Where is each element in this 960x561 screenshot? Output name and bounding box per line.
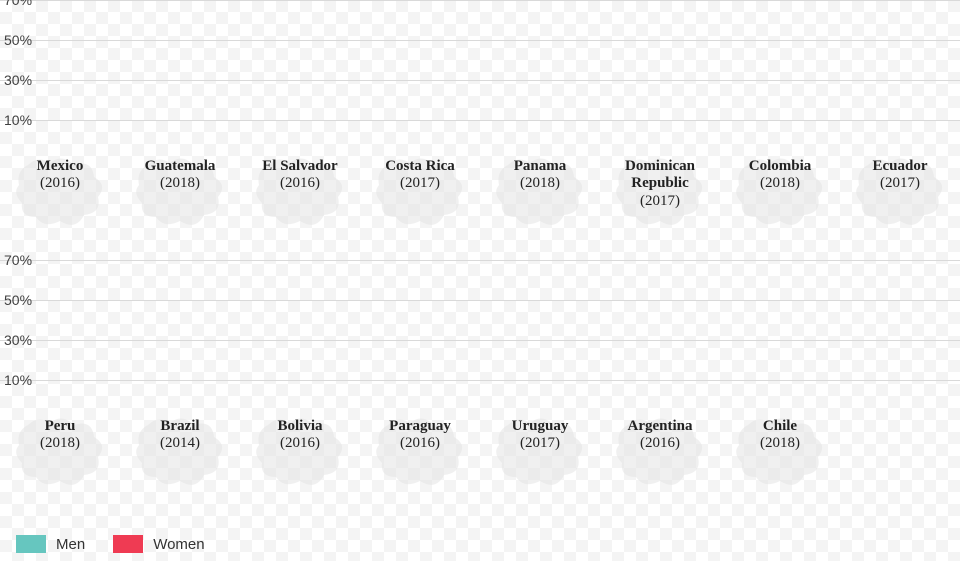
gridline xyxy=(0,380,960,381)
country-year: (2017) xyxy=(595,193,725,210)
y-axis-label: 50% xyxy=(4,32,32,48)
legend-men-swatch xyxy=(16,535,46,553)
country-year: (2016) xyxy=(355,435,485,452)
gridline xyxy=(0,260,960,261)
country-year: (2016) xyxy=(235,175,365,192)
country-label: Paraguay(2016) xyxy=(355,418,485,453)
country-label: Ecuador(2017) xyxy=(835,158,960,193)
country-year: (2018) xyxy=(115,175,245,192)
country-year: (2017) xyxy=(475,435,605,452)
country-name: Bolivia xyxy=(235,418,365,435)
y-axis-label: 30% xyxy=(4,72,32,88)
country-label: Dominican Republic(2017) xyxy=(595,158,725,210)
y-axis-label: 10% xyxy=(4,112,32,128)
country-label: Colombia(2018) xyxy=(715,158,845,193)
country-year: (2014) xyxy=(115,435,245,452)
legend-men-label: Men xyxy=(56,536,85,553)
gridline xyxy=(0,120,960,121)
country-name: Peru xyxy=(0,418,125,435)
country-label: Argentina(2016) xyxy=(595,418,725,453)
country-year: (2018) xyxy=(715,175,845,192)
country-label: Peru(2018) xyxy=(0,418,125,453)
country-name: Panama xyxy=(475,158,605,175)
country-name: Brazil xyxy=(115,418,245,435)
country-year: (2018) xyxy=(0,435,125,452)
y-axis-label: 30% xyxy=(4,332,32,348)
country-name: Dominican Republic xyxy=(595,158,725,193)
country-year: (2016) xyxy=(0,175,125,192)
country-label: Costa Rica(2017) xyxy=(355,158,485,193)
country-label: Mexico(2016) xyxy=(0,158,125,193)
country-label: Panama(2018) xyxy=(475,158,605,193)
legend-women-swatch xyxy=(113,535,143,553)
country-label: Brazil(2014) xyxy=(115,418,245,453)
country-label: Bolivia(2016) xyxy=(235,418,365,453)
country-label: Uruguay(2017) xyxy=(475,418,605,453)
y-axis-label: 50% xyxy=(4,292,32,308)
legend-men: Men xyxy=(16,535,85,553)
country-name: El Salvador xyxy=(235,158,365,175)
country-year: (2016) xyxy=(235,435,365,452)
y-axis-label: 70% xyxy=(4,252,32,268)
country-name: Argentina xyxy=(595,418,725,435)
country-year: (2016) xyxy=(595,435,725,452)
legend: Men Women xyxy=(16,535,205,553)
legend-women-label: Women xyxy=(153,536,204,553)
chart-canvas: 10%30%50%70%10%30%50%70% Mexico(2016) xyxy=(0,0,960,561)
country-year: (2018) xyxy=(715,435,845,452)
country-name: Guatemala xyxy=(115,158,245,175)
country-year: (2017) xyxy=(355,175,485,192)
gridline xyxy=(0,80,960,81)
country-label: El Salvador(2016) xyxy=(235,158,365,193)
y-axis-label: 10% xyxy=(4,372,32,388)
country-year: (2018) xyxy=(475,175,605,192)
country-name: Ecuador xyxy=(835,158,960,175)
country-name: Paraguay xyxy=(355,418,485,435)
country-label: Guatemala(2018) xyxy=(115,158,245,193)
country-name: Costa Rica xyxy=(355,158,485,175)
legend-women: Women xyxy=(113,535,204,553)
country-name: Mexico xyxy=(0,158,125,175)
y-axis-label: 70% xyxy=(4,0,32,8)
country-name: Uruguay xyxy=(475,418,605,435)
country-name: Colombia xyxy=(715,158,845,175)
gridline xyxy=(0,300,960,301)
country-name: Chile xyxy=(715,418,845,435)
country-label: Chile(2018) xyxy=(715,418,845,453)
country-year: (2017) xyxy=(835,175,960,192)
gridline xyxy=(0,340,960,341)
gridline xyxy=(0,0,960,1)
gridline xyxy=(0,40,960,41)
